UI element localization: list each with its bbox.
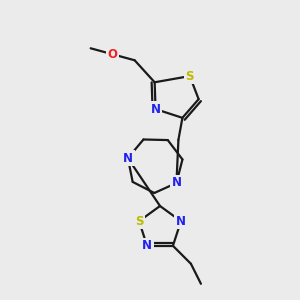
Text: N: N: [176, 215, 186, 228]
Text: N: N: [171, 176, 182, 190]
Text: N: N: [142, 239, 152, 252]
Text: N: N: [123, 152, 133, 165]
Text: N: N: [151, 103, 160, 116]
Text: O: O: [108, 48, 118, 61]
Text: S: S: [135, 215, 143, 228]
Text: S: S: [185, 70, 194, 83]
